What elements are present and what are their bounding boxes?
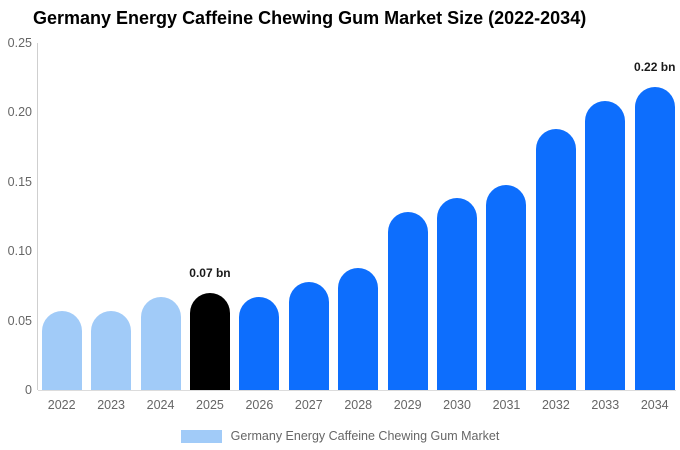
y-tick-0.20: 0.20 xyxy=(7,105,32,120)
x-tick-2022: 2022 xyxy=(47,398,76,412)
chart-title: Germany Energy Caffeine Chewing Gum Mark… xyxy=(33,8,587,28)
bar-2030[interactable] xyxy=(437,198,478,390)
x-tick-2031: 2031 xyxy=(492,398,521,412)
bar-2025[interactable] xyxy=(189,293,230,390)
bar-2026[interactable] xyxy=(239,297,280,390)
bar-2033[interactable] xyxy=(585,101,626,390)
bar-2027[interactable] xyxy=(288,282,329,390)
bar-2028[interactable] xyxy=(338,268,379,390)
x-axis-line xyxy=(38,390,676,391)
y-tick-0.10: 0.10 xyxy=(7,244,32,259)
y-tick-0.15: 0.15 xyxy=(7,174,32,189)
y-tick-0: 0 xyxy=(25,383,32,397)
x-tick-2027: 2027 xyxy=(294,398,323,412)
x-tick-2023: 2023 xyxy=(97,398,126,412)
legend-item[interactable]: Germany Energy Caffeine Chewing Gum Mark… xyxy=(0,426,680,446)
y-axis-line xyxy=(37,43,38,390)
y-tick-0.25: 0.25 xyxy=(7,36,32,50)
x-tick-2029: 2029 xyxy=(393,398,422,412)
bar-2023[interactable] xyxy=(91,311,132,390)
bar-2024[interactable] xyxy=(140,297,181,390)
annotation-2034: 0.22 bn xyxy=(634,60,676,75)
bar-2029[interactable] xyxy=(387,212,428,390)
x-tick-2025: 2025 xyxy=(196,398,224,412)
bar-2034[interactable] xyxy=(634,87,675,390)
x-tick-2030: 2030 xyxy=(443,398,471,412)
x-tick-2024: 2024 xyxy=(146,398,175,412)
y-tick-0.05: 0.05 xyxy=(7,313,32,328)
bar-2022[interactable] xyxy=(41,311,82,390)
annotation-2025: 0.07 bn xyxy=(189,265,231,280)
legend-swatch xyxy=(180,429,222,443)
x-tick-2032: 2032 xyxy=(541,398,570,412)
x-tick-2034: 2034 xyxy=(640,398,669,412)
x-tick-2026: 2026 xyxy=(245,398,274,412)
bar-2032[interactable] xyxy=(535,129,576,390)
bar-2031[interactable] xyxy=(486,185,527,390)
legend-label: Germany Energy Caffeine Chewing Gum Mark… xyxy=(230,429,500,443)
x-tick-2033: 2033 xyxy=(591,398,620,412)
x-tick-2028: 2028 xyxy=(344,398,373,412)
